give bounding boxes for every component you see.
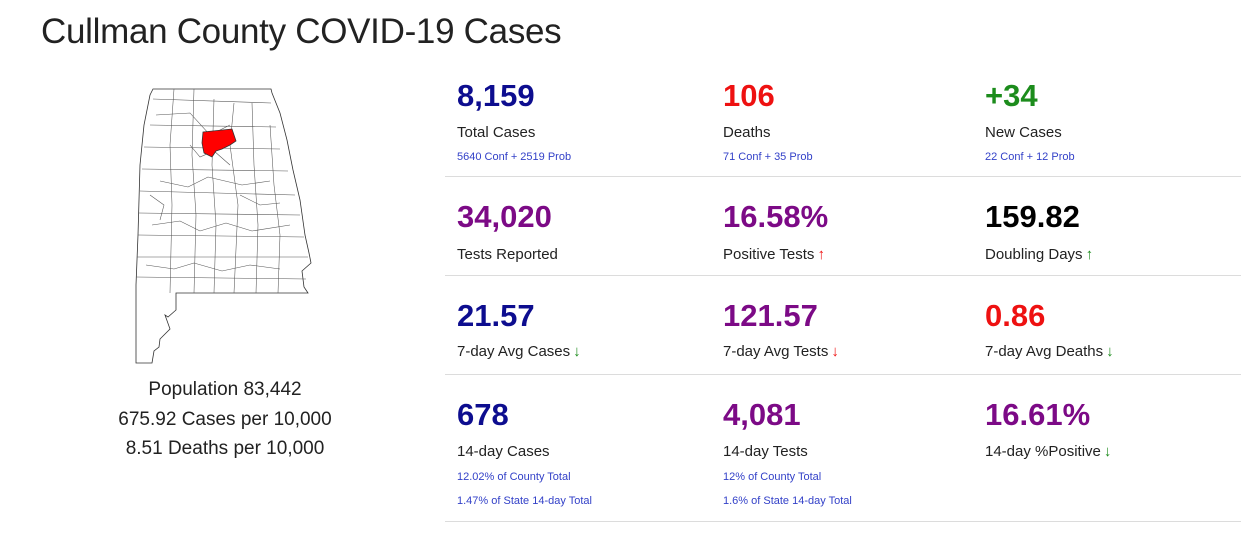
arrow-down-icon: ↓ [1103,443,1112,460]
stat-label: Total Cases [457,124,536,141]
stat-value: 16.58% [723,199,829,234]
stats-row: 21.57 7-day Avg Cases ↓ 121.57 7-day Avg … [445,276,1241,375]
stat-value: 106 [723,78,775,113]
stat-label: 7-day Avg Cases ↓ [457,343,581,360]
stat-label: Positive Tests ↑ [723,246,825,263]
stat-label: 14-day %Positive ↓ [985,443,1112,460]
stat-subtext: 5640 Conf + 2519 Prob [457,151,572,163]
alabama-county-map [135,88,312,364]
stat-label: 14-day Cases [457,443,550,460]
arrow-up-icon: ↑ [817,246,825,263]
stat-label: 14-day Tests [723,443,808,460]
arrow-down-icon: ↓ [1106,343,1114,360]
arrow-up-icon: ↑ [1085,246,1094,263]
stat-value: 16.61% [985,397,1091,432]
stat-subtext: 1.47% of State 14-day Total [457,495,592,507]
population-text: Population 83,442 [148,379,302,400]
stat-value: 678 [457,397,509,432]
stat-label: 7-day Avg Tests ↓ [723,343,839,360]
stat-value: 159.82 [985,199,1080,234]
stat-subtext: 22 Conf + 12 Prob [985,151,1075,163]
stat-label: 7-day Avg Deaths ↓ [985,343,1114,360]
stat-value: 34,020 [457,199,552,234]
stats-row: 34,020 Tests Reported 16.58% Positive Te… [445,177,1241,276]
stat-subtext: 12.02% of County Total [457,471,571,483]
stat-value: 4,081 [723,397,801,432]
stat-value: +34 [985,78,1038,113]
stat-subtext: 12% of County Total [723,471,822,483]
stat-value: 0.86 [985,298,1046,333]
stat-label: Tests Reported [457,246,558,263]
page-title: Cullman County COVID-19 Cases [41,12,562,51]
arrow-down-icon: ↓ [831,343,839,360]
stat-label: Deaths [723,124,771,141]
stat-subtext: 71 Conf + 35 Prob [723,151,813,163]
stats-row: 8,159 Total Cases 5640 Conf + 2519 Prob … [445,70,1241,177]
stat-label: Doubling Days ↑ [985,246,1094,263]
arrow-down-icon: ↓ [573,343,581,360]
stats-row: 678 14-day Cases 12.02% of County Total … [445,375,1241,522]
stat-value: 21.57 [457,298,535,333]
stat-value: 121.57 [723,298,818,333]
population-stats: Population 83,442 675.92 Cases per 10,00… [100,375,350,464]
deaths-per-10k-text: 8.51 Deaths per 10,000 [125,438,325,459]
highlighted-county-cullman [201,128,237,158]
stat-subtext: 1.6% of State 14-day Total [723,495,852,507]
cases-per-10k-text: 675.92 Cases per 10,000 [118,408,332,430]
stat-label: New Cases [985,124,1062,141]
stats-grid: 8,159 Total Cases 5640 Conf + 2519 Prob … [445,70,1241,522]
stat-value: 8,159 [457,78,535,113]
state-outline [135,88,312,364]
